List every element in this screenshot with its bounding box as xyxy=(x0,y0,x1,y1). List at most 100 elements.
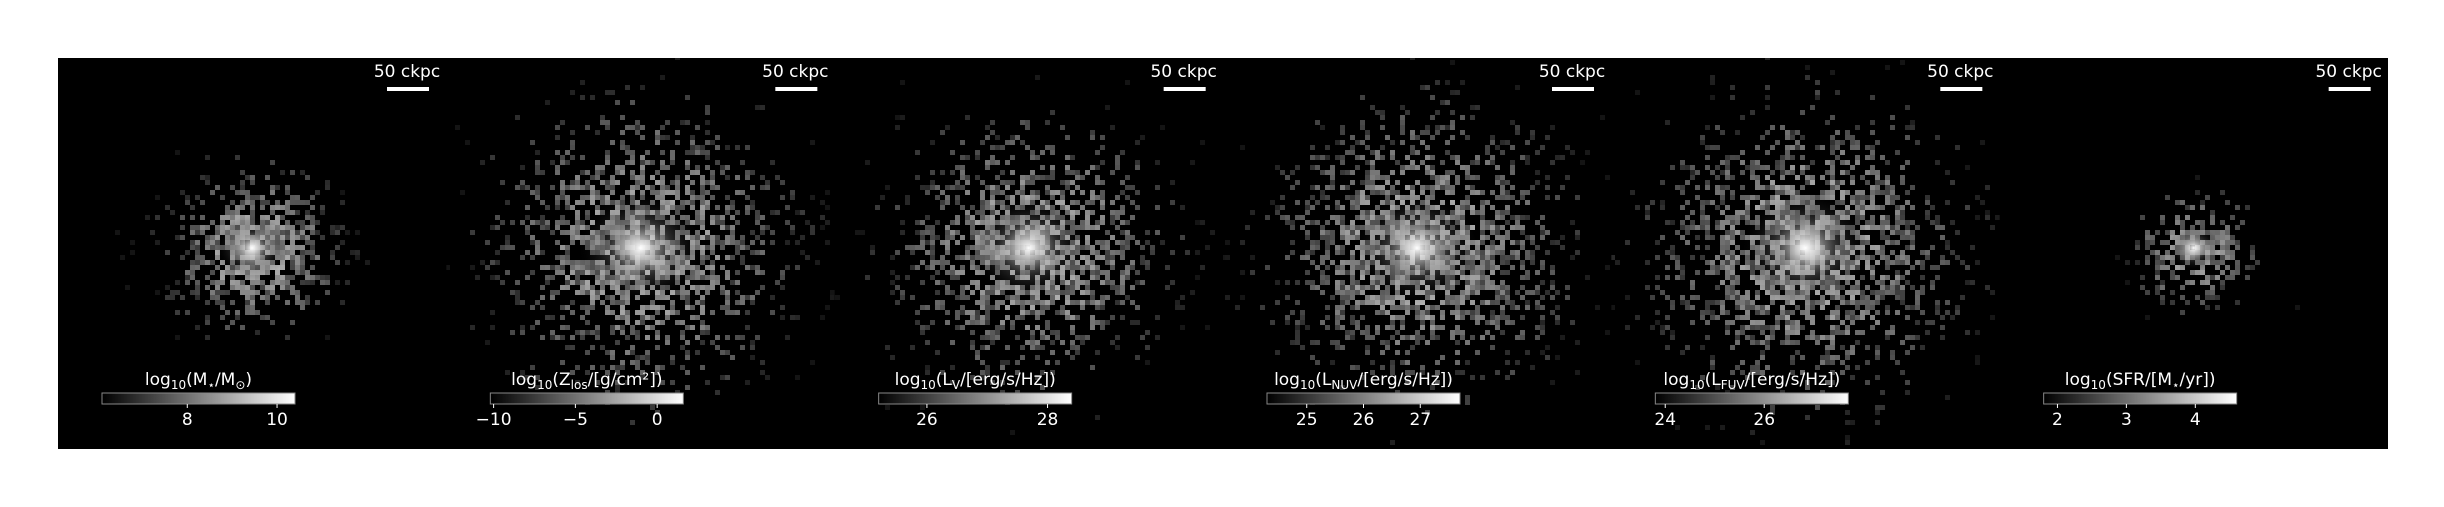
pixel xyxy=(970,230,975,235)
pixel xyxy=(890,355,895,360)
pixel xyxy=(555,220,560,225)
pixel xyxy=(740,160,745,165)
pixel xyxy=(625,310,630,315)
pixel xyxy=(275,275,280,280)
pixel xyxy=(810,140,815,145)
pixel xyxy=(1515,255,1520,260)
pixel xyxy=(1095,320,1100,325)
pixel xyxy=(1070,155,1075,160)
pixel xyxy=(1045,325,1050,330)
pixel xyxy=(685,295,690,300)
pixel xyxy=(220,300,225,305)
pixel xyxy=(235,215,240,220)
label-part: 10 xyxy=(921,378,936,392)
pixel xyxy=(930,140,935,145)
pixel xyxy=(1475,105,1480,110)
pixel xyxy=(465,140,470,145)
pixel xyxy=(1355,365,1360,370)
pixel xyxy=(1205,325,1210,330)
pixel xyxy=(1310,260,1315,265)
pixel xyxy=(600,120,605,125)
pixel xyxy=(1145,260,1150,265)
label-part: (L xyxy=(936,370,953,390)
pixel xyxy=(1335,285,1340,290)
pixel xyxy=(1355,200,1360,205)
pixel xyxy=(1310,355,1315,360)
pixel xyxy=(735,310,740,315)
pixel xyxy=(270,185,275,190)
pixel xyxy=(1565,295,1570,300)
pixel xyxy=(1355,265,1360,270)
pixel xyxy=(585,290,590,295)
label-part: ⊙ xyxy=(235,378,245,392)
pixel xyxy=(265,285,270,290)
pixel xyxy=(1365,285,1370,290)
pixel xyxy=(545,205,550,210)
pixel xyxy=(900,220,905,225)
pixel xyxy=(515,290,520,295)
pixel xyxy=(1140,135,1145,140)
pixel xyxy=(945,290,950,295)
pixel xyxy=(1495,145,1500,150)
pixel xyxy=(770,160,775,165)
pixel xyxy=(635,330,640,335)
pixel xyxy=(1080,280,1085,285)
pixel xyxy=(725,270,730,275)
pixel xyxy=(485,240,490,245)
pixel xyxy=(1345,285,1350,290)
pixel xyxy=(455,125,460,130)
pixel xyxy=(735,250,740,255)
pixel xyxy=(700,255,705,260)
pixel xyxy=(1070,285,1075,290)
pixel xyxy=(1075,315,1080,320)
pixel xyxy=(175,280,180,285)
pixel xyxy=(1385,345,1390,350)
pixel xyxy=(765,180,770,185)
pixel xyxy=(1520,295,1525,300)
pixel xyxy=(945,285,950,290)
pixel xyxy=(825,305,830,310)
pixel xyxy=(1415,335,1420,340)
pixel xyxy=(1100,205,1105,210)
pixel xyxy=(195,225,200,230)
pixel xyxy=(1140,280,1145,285)
pixel xyxy=(200,175,205,180)
pixel xyxy=(560,190,565,195)
pixel xyxy=(550,160,555,165)
pixel xyxy=(1570,150,1575,155)
pixel xyxy=(1435,130,1440,135)
pixel xyxy=(1055,360,1060,365)
pixel xyxy=(290,285,295,290)
pixel xyxy=(610,325,615,330)
pixel xyxy=(1445,125,1450,130)
pixel xyxy=(1475,280,1480,285)
pixel xyxy=(325,275,330,280)
pixel xyxy=(1370,165,1375,170)
pixel xyxy=(200,230,205,235)
pixel xyxy=(1125,240,1130,245)
pixel xyxy=(950,230,955,235)
pixel xyxy=(1320,225,1325,230)
pixel xyxy=(705,275,710,280)
pixel xyxy=(1090,165,1095,170)
pixel xyxy=(1505,210,1510,215)
pixel xyxy=(490,260,495,265)
pixel xyxy=(1370,300,1375,305)
pixel xyxy=(660,180,665,185)
pixel xyxy=(1545,175,1550,180)
pixel xyxy=(1380,125,1385,130)
pixel xyxy=(1065,310,1070,315)
pixel xyxy=(1540,320,1545,325)
pixel xyxy=(590,185,595,190)
pixel xyxy=(170,290,175,295)
pixel xyxy=(970,340,975,345)
pixel xyxy=(1480,315,1485,320)
pixel xyxy=(575,265,580,270)
pixel xyxy=(1555,155,1560,160)
pixel xyxy=(945,260,950,265)
pixel xyxy=(1000,190,1005,195)
pixel xyxy=(1155,230,1160,235)
pixel xyxy=(760,215,765,220)
pixel xyxy=(1225,295,1230,300)
pixel xyxy=(1535,150,1540,155)
